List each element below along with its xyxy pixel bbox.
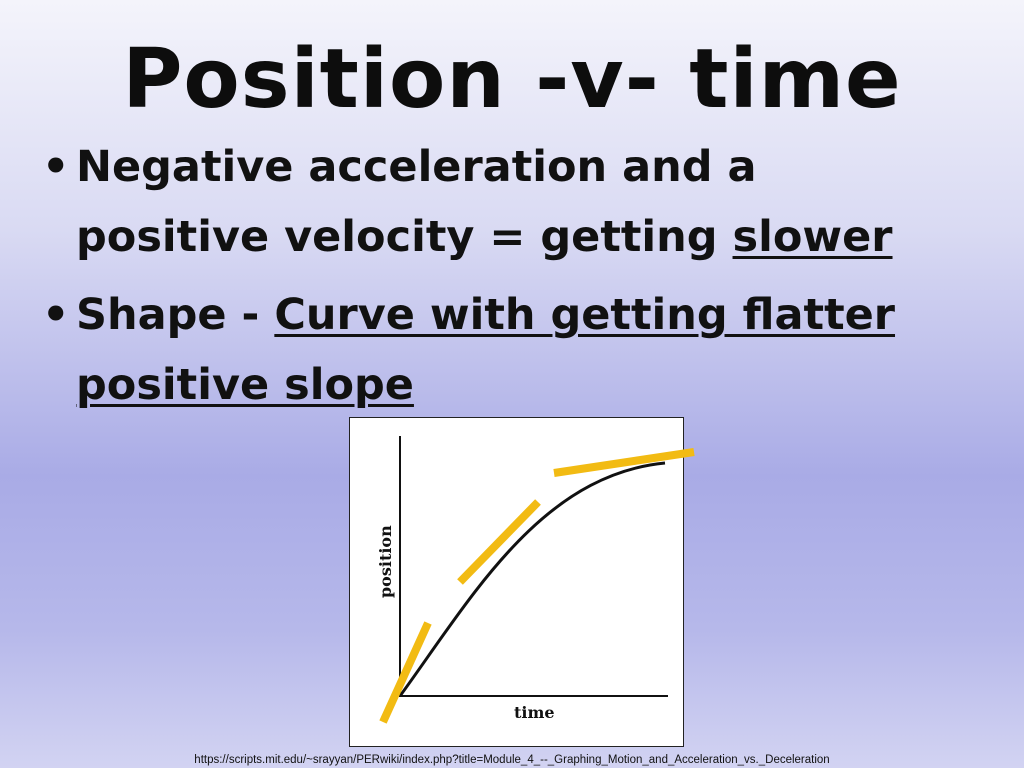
underlined-term-slower: slower <box>732 212 893 262</box>
tangent-line-end <box>553 448 695 477</box>
position-time-graph <box>349 417 684 747</box>
bullet-item-deceleration: • Negative acceleration and a positive v… <box>40 132 1000 272</box>
bullet-text-line2: positive velocity = getting <box>76 212 733 262</box>
underlined-shape-line2: positive slope <box>76 360 414 410</box>
bullet-text-line1: Negative acceleration and a <box>76 142 757 192</box>
bullet-dot: • <box>42 142 70 192</box>
underlined-shape-line1: Curve with getting flatter <box>274 290 896 340</box>
tangent-line-start <box>379 621 432 724</box>
y-axis-label: position <box>376 525 395 598</box>
bullet-dot: • <box>42 290 70 340</box>
bullet-item-shape: • Shape - Curve with getting flatter pos… <box>40 280 1000 420</box>
slide-title: Position -v- time <box>122 32 902 127</box>
position-curve <box>398 461 666 697</box>
tangent-line-middle <box>457 499 541 585</box>
bullet-shape-label: Shape - <box>76 290 275 340</box>
source-link[interactable]: https://scripts.mit.edu/~srayyan/PERwiki… <box>194 754 830 766</box>
bullet-list: • Negative acceleration and a positive v… <box>40 132 1000 428</box>
x-axis-label: time <box>514 703 555 722</box>
